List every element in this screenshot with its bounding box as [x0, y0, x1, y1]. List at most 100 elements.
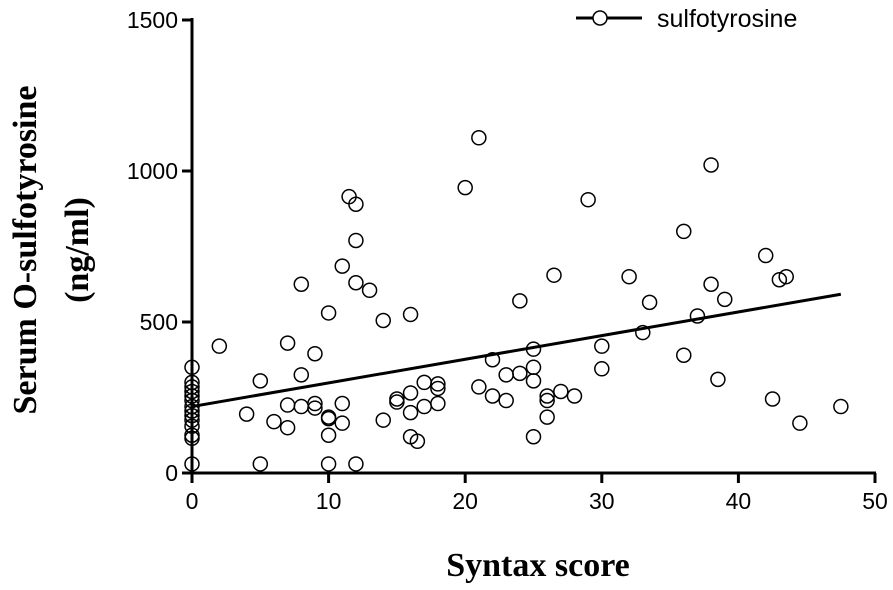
- scatter-point: [430, 376, 446, 392]
- scatter-point: [252, 456, 269, 472]
- scatter-point: [498, 392, 514, 409]
- scatter-point: [334, 415, 351, 431]
- scatter-point: [238, 406, 255, 422]
- scatter-point: [293, 276, 310, 292]
- scatter-point: [833, 398, 849, 415]
- scatter-point: [703, 276, 719, 292]
- scatter-point: [320, 427, 337, 443]
- scatter-point: [416, 374, 432, 391]
- x-tick-label: 50: [862, 488, 888, 514]
- scatter-point: [792, 415, 808, 431]
- scatter-point: [307, 345, 323, 362]
- y-tick-label: 500: [140, 309, 178, 335]
- scatter-point: [293, 398, 310, 415]
- scatter-point: [279, 335, 296, 351]
- scatter-point: [293, 367, 310, 383]
- scatter-point: [539, 388, 555, 404]
- scatter-point: [471, 379, 487, 395]
- scatter-point: [184, 456, 200, 472]
- scatter-point: [320, 456, 337, 472]
- scatter-point: [402, 306, 419, 323]
- scatter-point: [334, 395, 351, 412]
- scatter-point: [676, 223, 692, 240]
- scatter-point: [402, 385, 419, 401]
- x-tick-label: 0: [186, 488, 199, 514]
- x-tick-label: 30: [589, 488, 615, 514]
- scatter-point: [307, 395, 323, 412]
- scatter-point: [184, 374, 200, 391]
- scatter-point: [484, 388, 501, 404]
- regression-line-group: [191, 292, 842, 409]
- scatter-point: [594, 361, 610, 377]
- scatter-point: [498, 367, 514, 383]
- scatter-point: [430, 395, 446, 412]
- scatter-point: [546, 267, 562, 283]
- scatter-point: [771, 271, 788, 288]
- y-axis-title-line-1: Serum O-sulfotyrosine: [7, 86, 44, 415]
- scatter-point: [764, 391, 781, 407]
- scatter-point: [184, 418, 200, 434]
- scatter-point: [525, 429, 542, 445]
- x-tick-label: 40: [726, 488, 752, 514]
- scatter-point: [279, 419, 296, 436]
- scatter-point: [361, 282, 378, 299]
- scatter-point: [320, 409, 337, 425]
- legend: sulfotyrosine: [576, 5, 797, 33]
- scatter-point: [211, 338, 228, 354]
- scatter-point: [716, 291, 733, 308]
- scatter-point: [710, 371, 726, 388]
- scatter-point: [416, 398, 432, 415]
- axes: [182, 18, 876, 483]
- scatter-point: [512, 365, 528, 382]
- y-axis-title: Serum O-sulfotyrosine (ng/ml): [7, 86, 96, 415]
- scatter-point: [320, 305, 337, 321]
- scatter-point: [389, 391, 405, 407]
- scatter-point: [348, 232, 364, 249]
- scatter-point: [778, 268, 794, 285]
- y-tick-label: 1500: [127, 7, 178, 33]
- scatter-point: [184, 383, 200, 400]
- scatter-point: [676, 347, 692, 363]
- regression-line: [191, 292, 842, 409]
- scatter-point: [525, 359, 542, 376]
- scatter-point: [279, 397, 296, 413]
- scatter-point: [703, 157, 719, 173]
- scatter-point: [566, 388, 583, 404]
- y-tick-label: 1000: [127, 158, 178, 184]
- y-axis-title-line-2: (ng/ml): [59, 197, 96, 303]
- scatter-point: [252, 373, 269, 389]
- y-tick-label: 0: [165, 460, 178, 486]
- scatter-point: [635, 324, 651, 341]
- scatter-point: [184, 407, 200, 424]
- scatter-point: [621, 268, 637, 285]
- scatter-point: [553, 383, 569, 400]
- scatter-point: [184, 359, 200, 376]
- scatter-point: [409, 433, 426, 450]
- scatter-point: [525, 373, 542, 389]
- scatter-point: [184, 379, 200, 395]
- scatter-point: [471, 130, 487, 146]
- scatter-point: [348, 196, 364, 212]
- scatter-point: [539, 392, 555, 409]
- scatter-point: [457, 179, 473, 196]
- scatter-point: [402, 404, 419, 421]
- scatter-point: [348, 274, 364, 291]
- scatter-point: [512, 293, 528, 309]
- x-tick-label: 10: [316, 488, 342, 514]
- legend-label: sulfotyrosine: [657, 5, 797, 33]
- scatter-point: [430, 380, 446, 397]
- scatter-point: [375, 312, 391, 329]
- scatter-point: [334, 258, 351, 274]
- x-axis-title: Syntax score: [446, 547, 630, 584]
- scatter-point: [594, 338, 610, 354]
- scatter-point: [389, 394, 405, 410]
- data-points: [184, 130, 849, 472]
- scatter-point: [307, 400, 323, 416]
- scatter-point: [266, 413, 282, 430]
- scatter-point: [375, 412, 391, 428]
- scatter-point: [184, 427, 200, 443]
- scatter-point: [484, 352, 501, 368]
- scatter-point: [348, 456, 364, 472]
